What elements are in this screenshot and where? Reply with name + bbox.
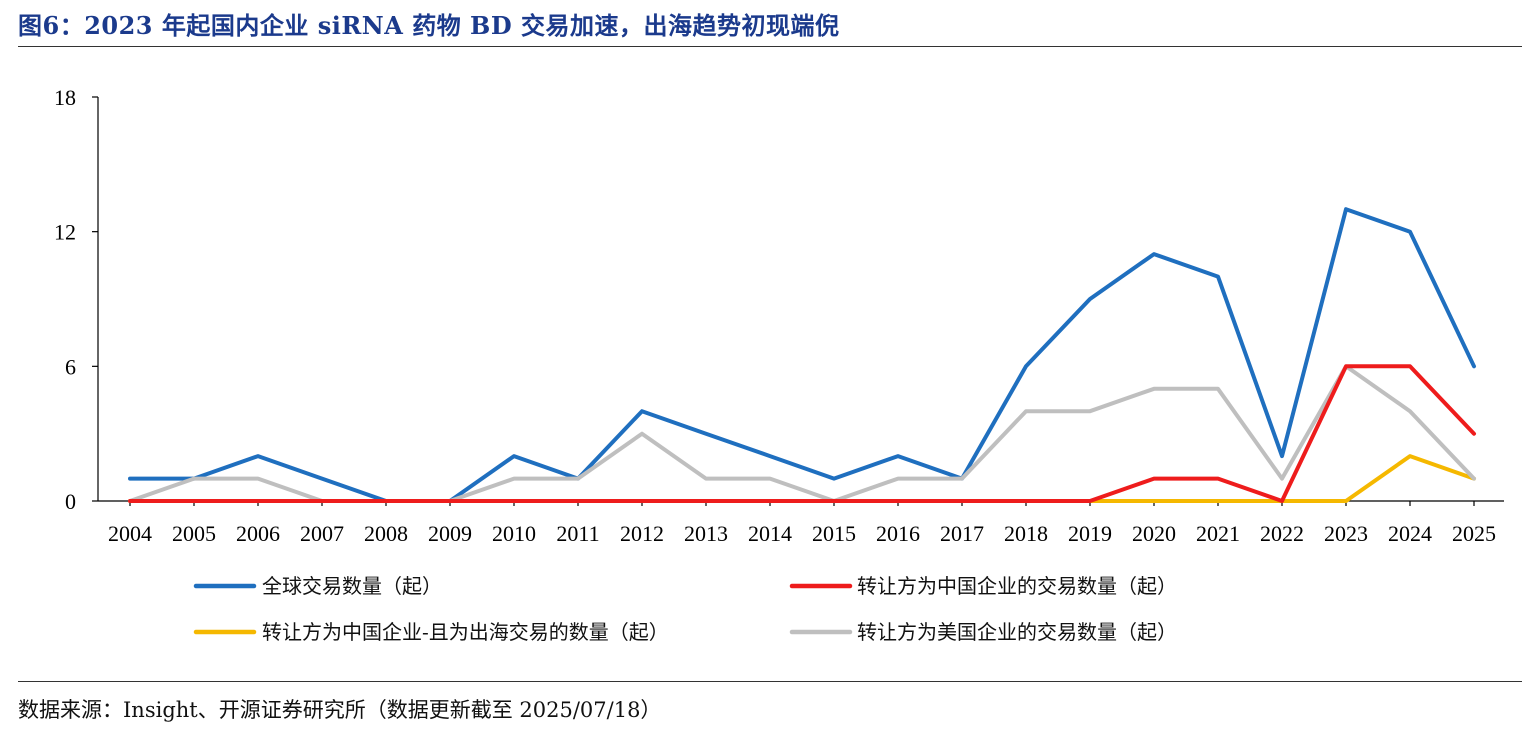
x-tick-label: 2023 [1324,521,1368,546]
chart-legend: 全球交易数量（起） 转让方为中国企业的交易数量（起） 转让方为中国企业-且为出海交易… [193,574,1177,644]
x-tick-label: 2011 [556,521,599,546]
x-tick-label: 2013 [684,521,728,546]
legend-label-1: 转让方为中国企业的交易数量（起） [857,574,1177,598]
y-tick-label: 12 [54,220,76,245]
x-tick-label: 2024 [1388,521,1432,546]
x-tick-label: 2021 [1196,521,1240,546]
x-tick-label: 2022 [1260,521,1304,546]
chart-axes: 0 6 12 18 2004 2005 2006 2007 2008 2009 2010 2011 20… [54,85,1504,546]
x-tick-label: 2009 [428,521,472,546]
x-tick-label: 2018 [1004,521,1048,546]
x-tick-label: 2006 [236,521,280,546]
chart-series-lines [128,207,1476,503]
x-tick-label: 2019 [1068,521,1112,546]
x-tick-label: 2007 [300,521,344,546]
x-tick-label: 2017 [940,521,984,546]
title-divider [18,46,1522,47]
x-tick-label: 2004 [108,521,152,546]
x-tick-label: 2015 [812,521,856,546]
legend-label-2: 转让方为中国企业-且为出海交易的数量（起） [262,620,669,644]
x-tick-label: 2012 [620,521,664,546]
x-tick-label: 2010 [492,521,536,546]
y-tick-label: 18 [54,85,76,110]
source-note: 数据来源：Insight、开源证券研究所（数据更新截至 2025/07/18） [18,698,662,722]
legend-label-3: 转让方为美国企业的交易数量（起） [857,620,1177,644]
x-tick-label: 2008 [364,521,408,546]
source-divider [18,681,1522,682]
line-chart: 0 6 12 18 2004 2005 2006 2007 2008 2009 2010 2011 20… [54,85,1504,644]
x-tick-label: 2016 [876,521,920,546]
legend-label-0: 全球交易数量（起） [262,574,442,598]
x-tick-label: 2020 [1132,521,1176,546]
x-tick-label: 2005 [172,521,216,546]
series-line-0 [128,207,1476,503]
figure-title: 图6：2023 年起国内企业 siRNA 药物 BD 交易加速，出海趋势初现端倪 [18,11,840,40]
x-tick-label: 2025 [1452,521,1496,546]
x-tick-label: 2014 [748,521,792,546]
y-tick-label: 0 [65,489,76,514]
y-tick-label: 6 [65,354,76,379]
series-line-1 [128,364,1476,503]
